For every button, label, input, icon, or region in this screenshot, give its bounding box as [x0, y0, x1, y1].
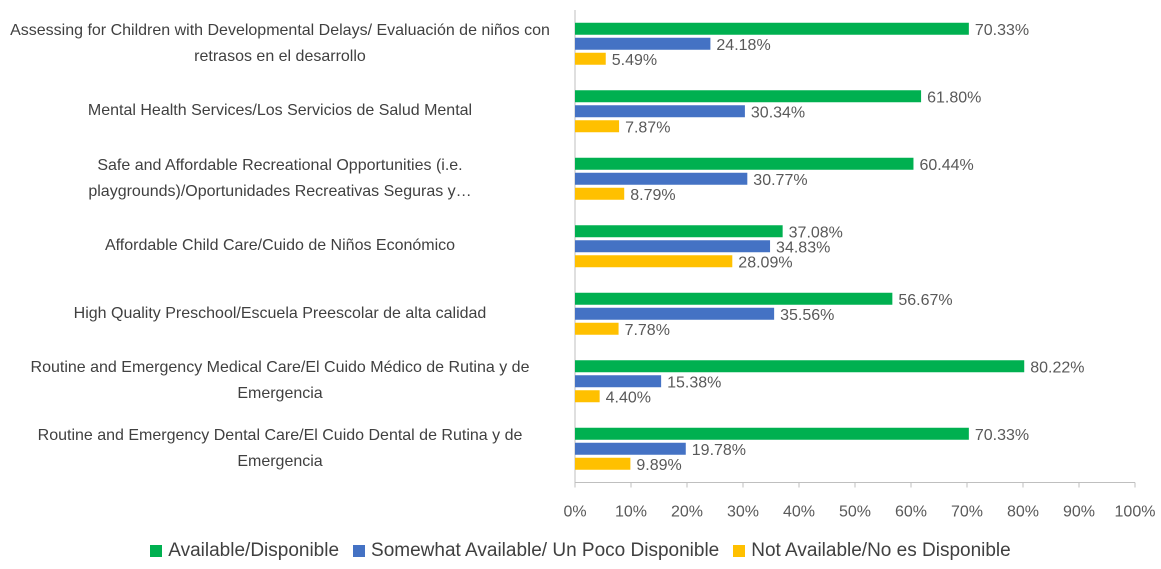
bar [575, 375, 662, 388]
data-label: 7.78% [625, 322, 670, 339]
x-tick-label: 60% [895, 504, 927, 521]
x-tick-label: 80% [1007, 504, 1039, 521]
bar [575, 457, 631, 470]
data-label: 70.33% [975, 22, 1029, 39]
category-label: Mental Health Services/Los Servicios de … [87, 102, 473, 120]
data-label: 28.09% [738, 254, 792, 271]
bar [575, 255, 733, 268]
bar [575, 360, 1025, 373]
legend-swatch [150, 545, 163, 557]
legend: Available/Disponible Somewhat Available/ … [0, 540, 1161, 562]
bar [575, 22, 969, 35]
legend-label: Available/Disponible [168, 540, 340, 561]
legend-swatch [733, 545, 746, 557]
bar [575, 172, 748, 185]
x-tick-label: 90% [1063, 504, 1095, 521]
bar [575, 225, 783, 238]
category-label: Assessing for Children with Developmenta… [10, 21, 550, 65]
x-tick-label: 70% [951, 504, 983, 521]
bar [575, 105, 745, 118]
bar [575, 52, 606, 65]
x-tick-label: 50% [839, 504, 871, 521]
legend-item: Not Available/No es Disponible [733, 540, 1011, 562]
data-label: 4.40% [606, 389, 651, 406]
legend-swatch [353, 545, 366, 557]
bar [575, 187, 625, 200]
data-label: 37.08% [789, 224, 843, 241]
category-label: Routine and Emergency Dental Care/El Cui… [37, 426, 523, 470]
data-label: 7.87% [625, 119, 670, 136]
x-tick-label: 20% [671, 504, 703, 521]
bar [575, 322, 619, 335]
bar [575, 240, 771, 253]
data-label: 9.89% [636, 457, 681, 474]
bar [575, 307, 775, 320]
bar [575, 37, 711, 50]
data-label: 8.79% [630, 187, 675, 204]
x-tick-label: 100% [1115, 504, 1156, 521]
data-label: 24.18% [716, 37, 770, 54]
data-label: 5.49% [612, 52, 657, 69]
bar [575, 90, 922, 103]
bar [575, 442, 686, 455]
x-tick-label: 0% [563, 504, 586, 521]
legend-item: Somewhat Available/ Un Poco Disponible [353, 540, 719, 562]
x-tick-label: 40% [783, 504, 815, 521]
legend-label: Not Available/No es Disponible [751, 540, 1011, 561]
data-label: 19.78% [692, 442, 746, 459]
data-label: 30.34% [751, 104, 805, 121]
data-label: 34.83% [776, 239, 830, 256]
bar [575, 390, 600, 403]
legend-label: Somewhat Available/ Un Poco Disponible [371, 540, 720, 561]
x-tick-label: 30% [727, 504, 759, 521]
data-label: 15.38% [667, 374, 721, 391]
data-label: 35.56% [780, 307, 834, 324]
data-label: 60.44% [919, 157, 973, 174]
category-label: Affordable Child Care/Cuido de Niños Eco… [104, 237, 456, 255]
data-label: 56.67% [898, 292, 952, 309]
legend-item: Available/Disponible [150, 540, 339, 562]
bar [575, 157, 914, 170]
bar [575, 120, 620, 133]
bar [575, 427, 969, 440]
category-label: Safe and Affordable Recreational Opportu… [88, 156, 472, 200]
data-label: 30.77% [753, 172, 807, 189]
data-label: 70.33% [975, 427, 1029, 444]
data-label: 61.80% [927, 89, 981, 106]
category-label: High Quality Preschool/Escuela Preescola… [73, 304, 487, 322]
bar [575, 292, 893, 305]
x-tick-label: 10% [615, 504, 647, 521]
data-label: 80.22% [1030, 359, 1084, 376]
category-label: Routine and Emergency Medical Care/El Cu… [30, 359, 530, 403]
